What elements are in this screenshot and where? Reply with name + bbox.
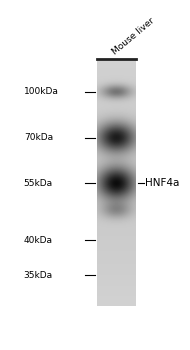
Text: 40kDa: 40kDa xyxy=(24,236,53,245)
Text: 55kDa: 55kDa xyxy=(24,179,53,188)
Text: HNF4a: HNF4a xyxy=(145,178,180,189)
Text: Mouse liver: Mouse liver xyxy=(111,16,156,57)
Text: 35kDa: 35kDa xyxy=(24,271,53,280)
Text: 100kDa: 100kDa xyxy=(24,88,59,96)
Bar xyxy=(97,60,136,306)
Text: 70kDa: 70kDa xyxy=(24,133,53,142)
